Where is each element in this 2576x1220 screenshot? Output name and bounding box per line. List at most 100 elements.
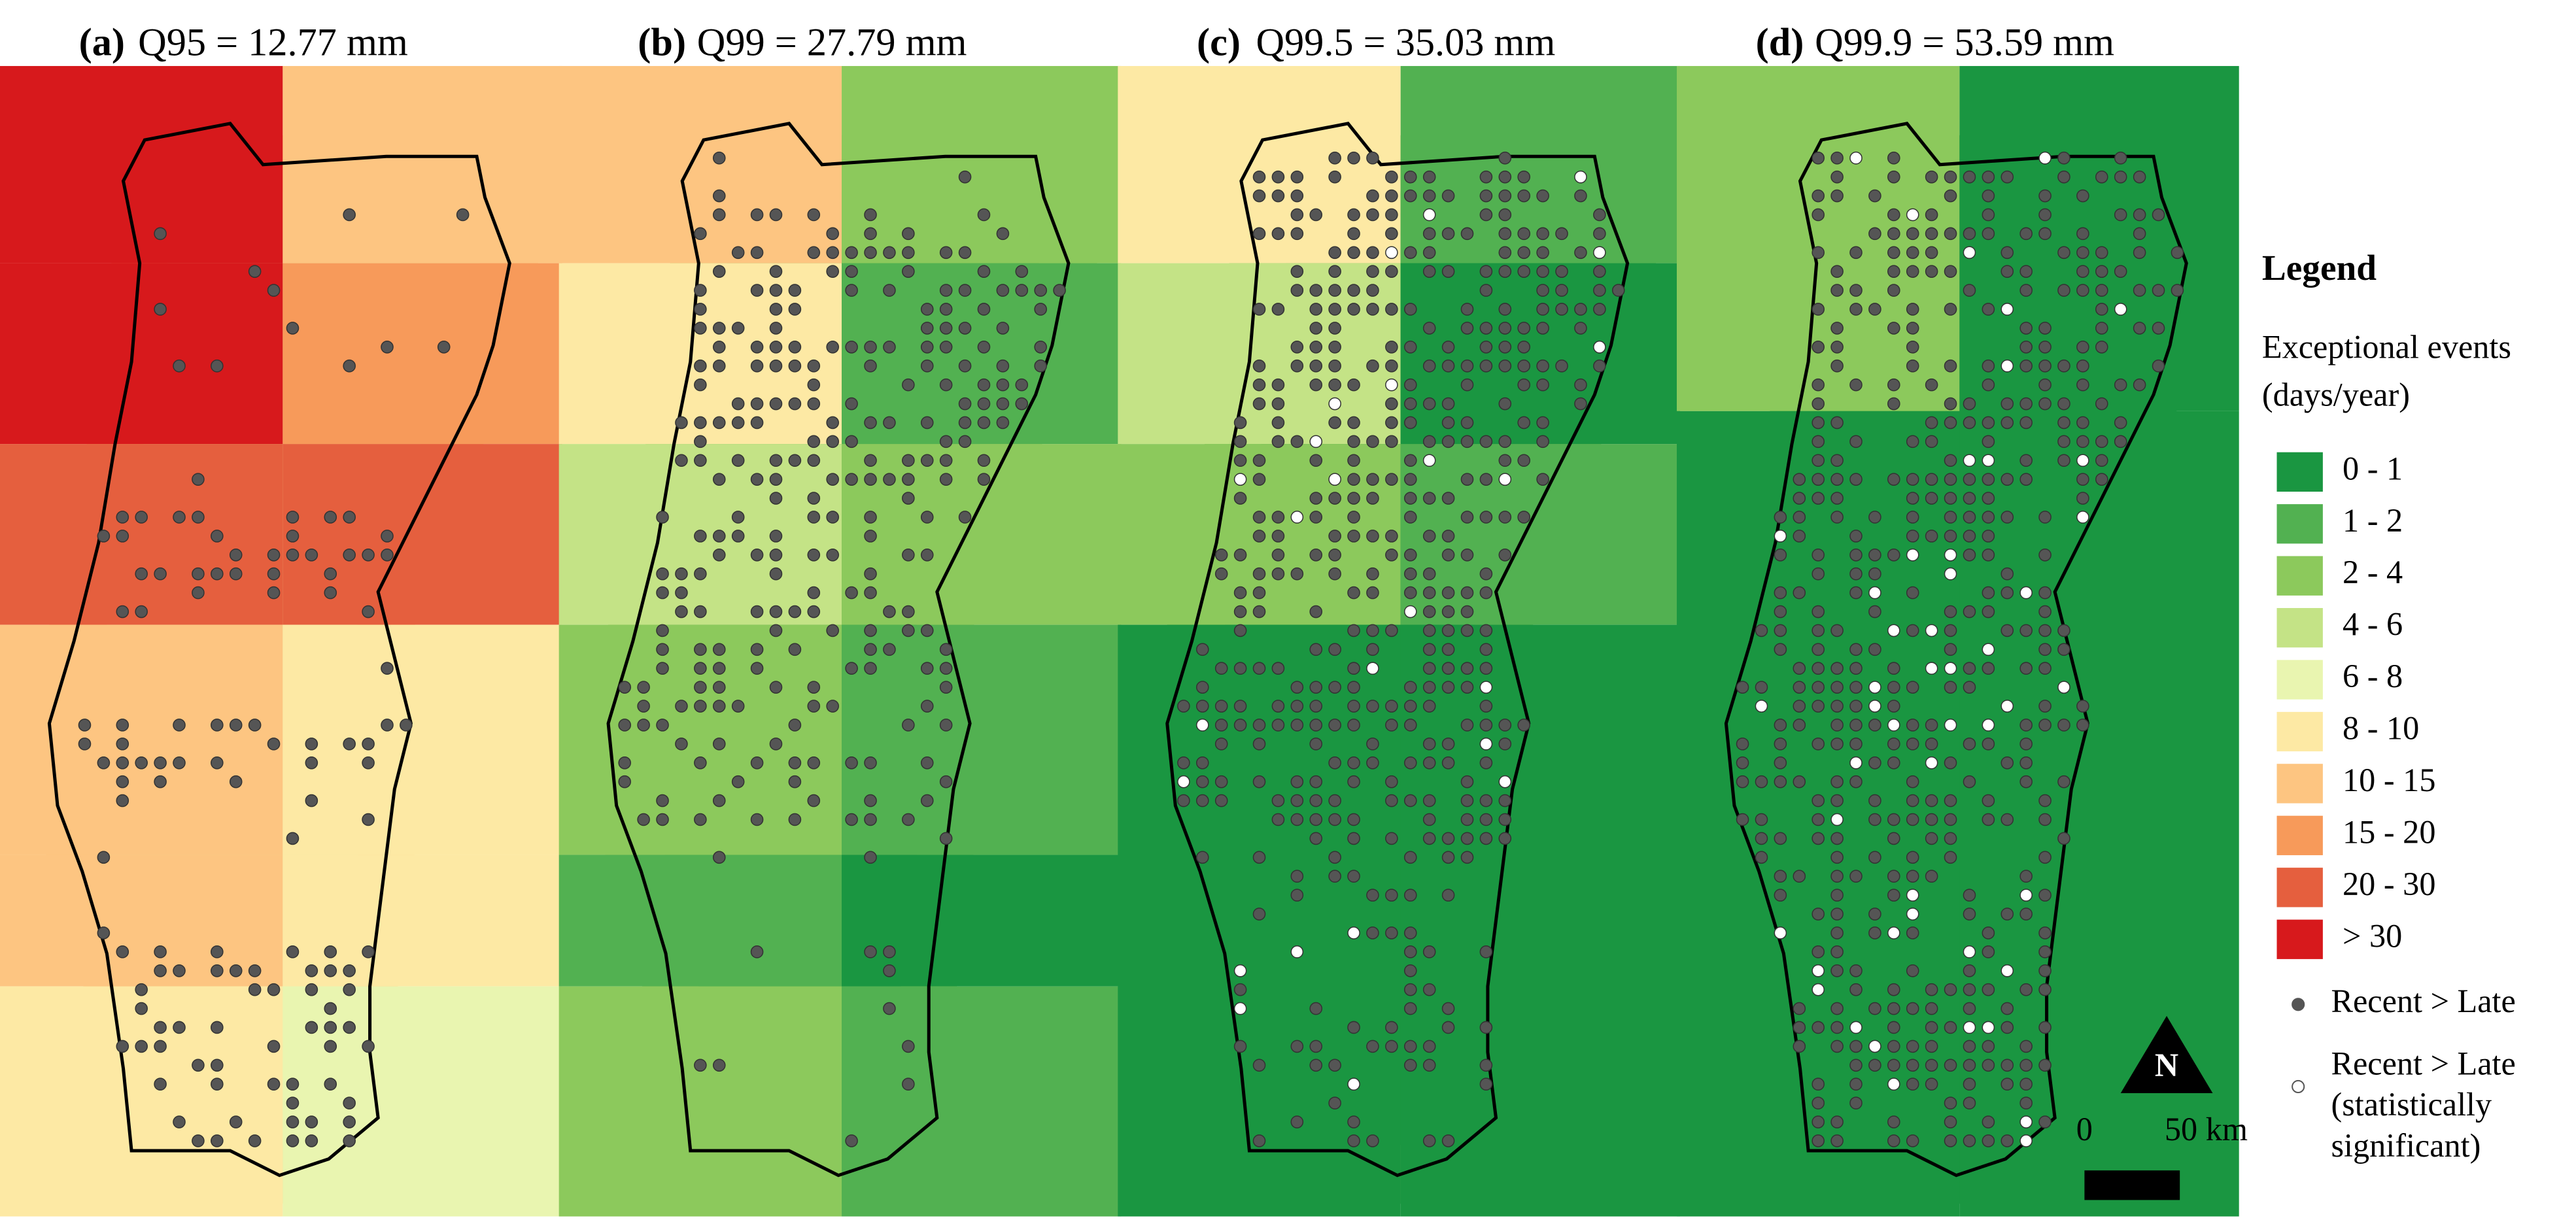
trend-dot xyxy=(1982,719,1995,732)
trend-dots xyxy=(618,151,1066,1147)
trend-dot xyxy=(1944,756,1957,770)
legend-swatch xyxy=(2276,556,2323,596)
trend-dot xyxy=(2057,719,2070,732)
trend-dot xyxy=(1385,1021,1398,1034)
trend-dot xyxy=(1793,719,1806,732)
trend-dot xyxy=(135,756,148,770)
trend-dot xyxy=(1536,189,1549,203)
trend-dot xyxy=(1328,643,1341,656)
trend-dot xyxy=(1906,492,1919,505)
trend-dot xyxy=(2038,548,2052,562)
trend-dot xyxy=(1963,605,1976,618)
trend-dot xyxy=(135,511,148,524)
trend-dot xyxy=(1498,322,1512,335)
trend-dot xyxy=(1774,586,1787,600)
trend-dot xyxy=(1328,870,1341,883)
trend-dot xyxy=(977,265,991,278)
trend-dot xyxy=(637,700,650,713)
trend-dot xyxy=(1233,964,1247,977)
trend-dot xyxy=(1309,681,1323,694)
trend-dot xyxy=(1830,926,1844,940)
trend-dot xyxy=(2133,227,2146,241)
trend-dot xyxy=(1849,1040,1863,1053)
trend-dot xyxy=(750,359,764,373)
trend-dot xyxy=(1479,624,1493,637)
trend-dot xyxy=(1812,662,1825,675)
trend-dot xyxy=(286,530,300,543)
trend-dot xyxy=(192,1134,205,1147)
legend-swatch xyxy=(2276,452,2323,492)
border xyxy=(1165,122,1630,1178)
trend-dot xyxy=(1830,794,1844,807)
trend-dot xyxy=(1347,1115,1360,1128)
trend-dot xyxy=(1574,397,1587,411)
trend-dot xyxy=(1498,775,1512,788)
trend-dot xyxy=(1309,341,1323,354)
trend-dot xyxy=(1385,435,1398,449)
trend-dot xyxy=(1309,813,1323,826)
trend-dot xyxy=(1252,1059,1266,1072)
trend-dot xyxy=(750,643,764,656)
trend-dot xyxy=(769,322,783,335)
trend-dot xyxy=(2076,189,2089,203)
trend-dot xyxy=(1347,662,1360,675)
trend-dot xyxy=(1403,170,1417,184)
trend-dot xyxy=(2038,397,2052,411)
trend-dot xyxy=(618,775,632,788)
trend-dot xyxy=(769,624,783,637)
trend-dot xyxy=(1403,605,1417,618)
trend-dot xyxy=(1403,1059,1417,1072)
trend-dot xyxy=(343,208,356,222)
trend-dot xyxy=(1887,151,1900,165)
trend-dot xyxy=(1593,341,1606,354)
trend-dot xyxy=(2095,284,2108,297)
trend-dot xyxy=(1290,945,1304,958)
trend-dot xyxy=(1328,530,1341,543)
trend-dot xyxy=(1982,737,1995,751)
raster-band xyxy=(842,855,1122,987)
trend-dot xyxy=(694,322,707,335)
trend-dot xyxy=(637,719,650,732)
trend-dot xyxy=(1517,378,1531,392)
trend-dot xyxy=(2057,170,2070,184)
trend-dot xyxy=(1422,1134,1436,1147)
trend-dot xyxy=(1925,1021,1938,1034)
trend-dot xyxy=(694,530,707,543)
trend-dot xyxy=(807,681,821,694)
trend-dot xyxy=(1830,151,1844,165)
trend-dot xyxy=(1252,359,1266,373)
trend-dot xyxy=(1906,530,1919,543)
trend-dot xyxy=(1034,303,1047,316)
trend-dot xyxy=(1347,303,1360,316)
trend-dot xyxy=(1830,681,1844,694)
trend-dot xyxy=(1906,926,1919,940)
trend-dot xyxy=(1982,303,1995,316)
trend-dot xyxy=(769,208,783,222)
trend-dot xyxy=(1403,378,1417,392)
trend-dot xyxy=(1498,454,1512,467)
trend-dot xyxy=(1944,492,1957,505)
trend-dot xyxy=(1460,416,1474,430)
trend-dot xyxy=(1812,1021,1825,1034)
trend-dot xyxy=(1422,397,1436,411)
trend-dot xyxy=(1574,170,1587,184)
trend-dot xyxy=(2019,719,2033,732)
trend-dot xyxy=(1328,756,1341,770)
trend-dot xyxy=(1195,851,1209,864)
trend-dot xyxy=(154,227,167,241)
trend-dot xyxy=(1271,719,1285,732)
raster-band xyxy=(283,444,562,625)
trend-dot xyxy=(1403,945,1417,958)
trend-dot xyxy=(1328,265,1341,278)
trend-dot xyxy=(1593,303,1606,316)
trend-dot xyxy=(731,397,745,411)
trend-dot xyxy=(864,227,877,241)
trend-dot xyxy=(1536,284,1549,297)
trend-dot xyxy=(1498,397,1512,411)
trend-dot xyxy=(1925,473,1938,486)
trend-dot xyxy=(1982,473,1995,486)
trend-dot xyxy=(1887,1115,1900,1128)
trend-dot xyxy=(2001,586,2014,600)
trend-dot xyxy=(1498,265,1512,278)
trend-dot xyxy=(1944,605,1957,618)
